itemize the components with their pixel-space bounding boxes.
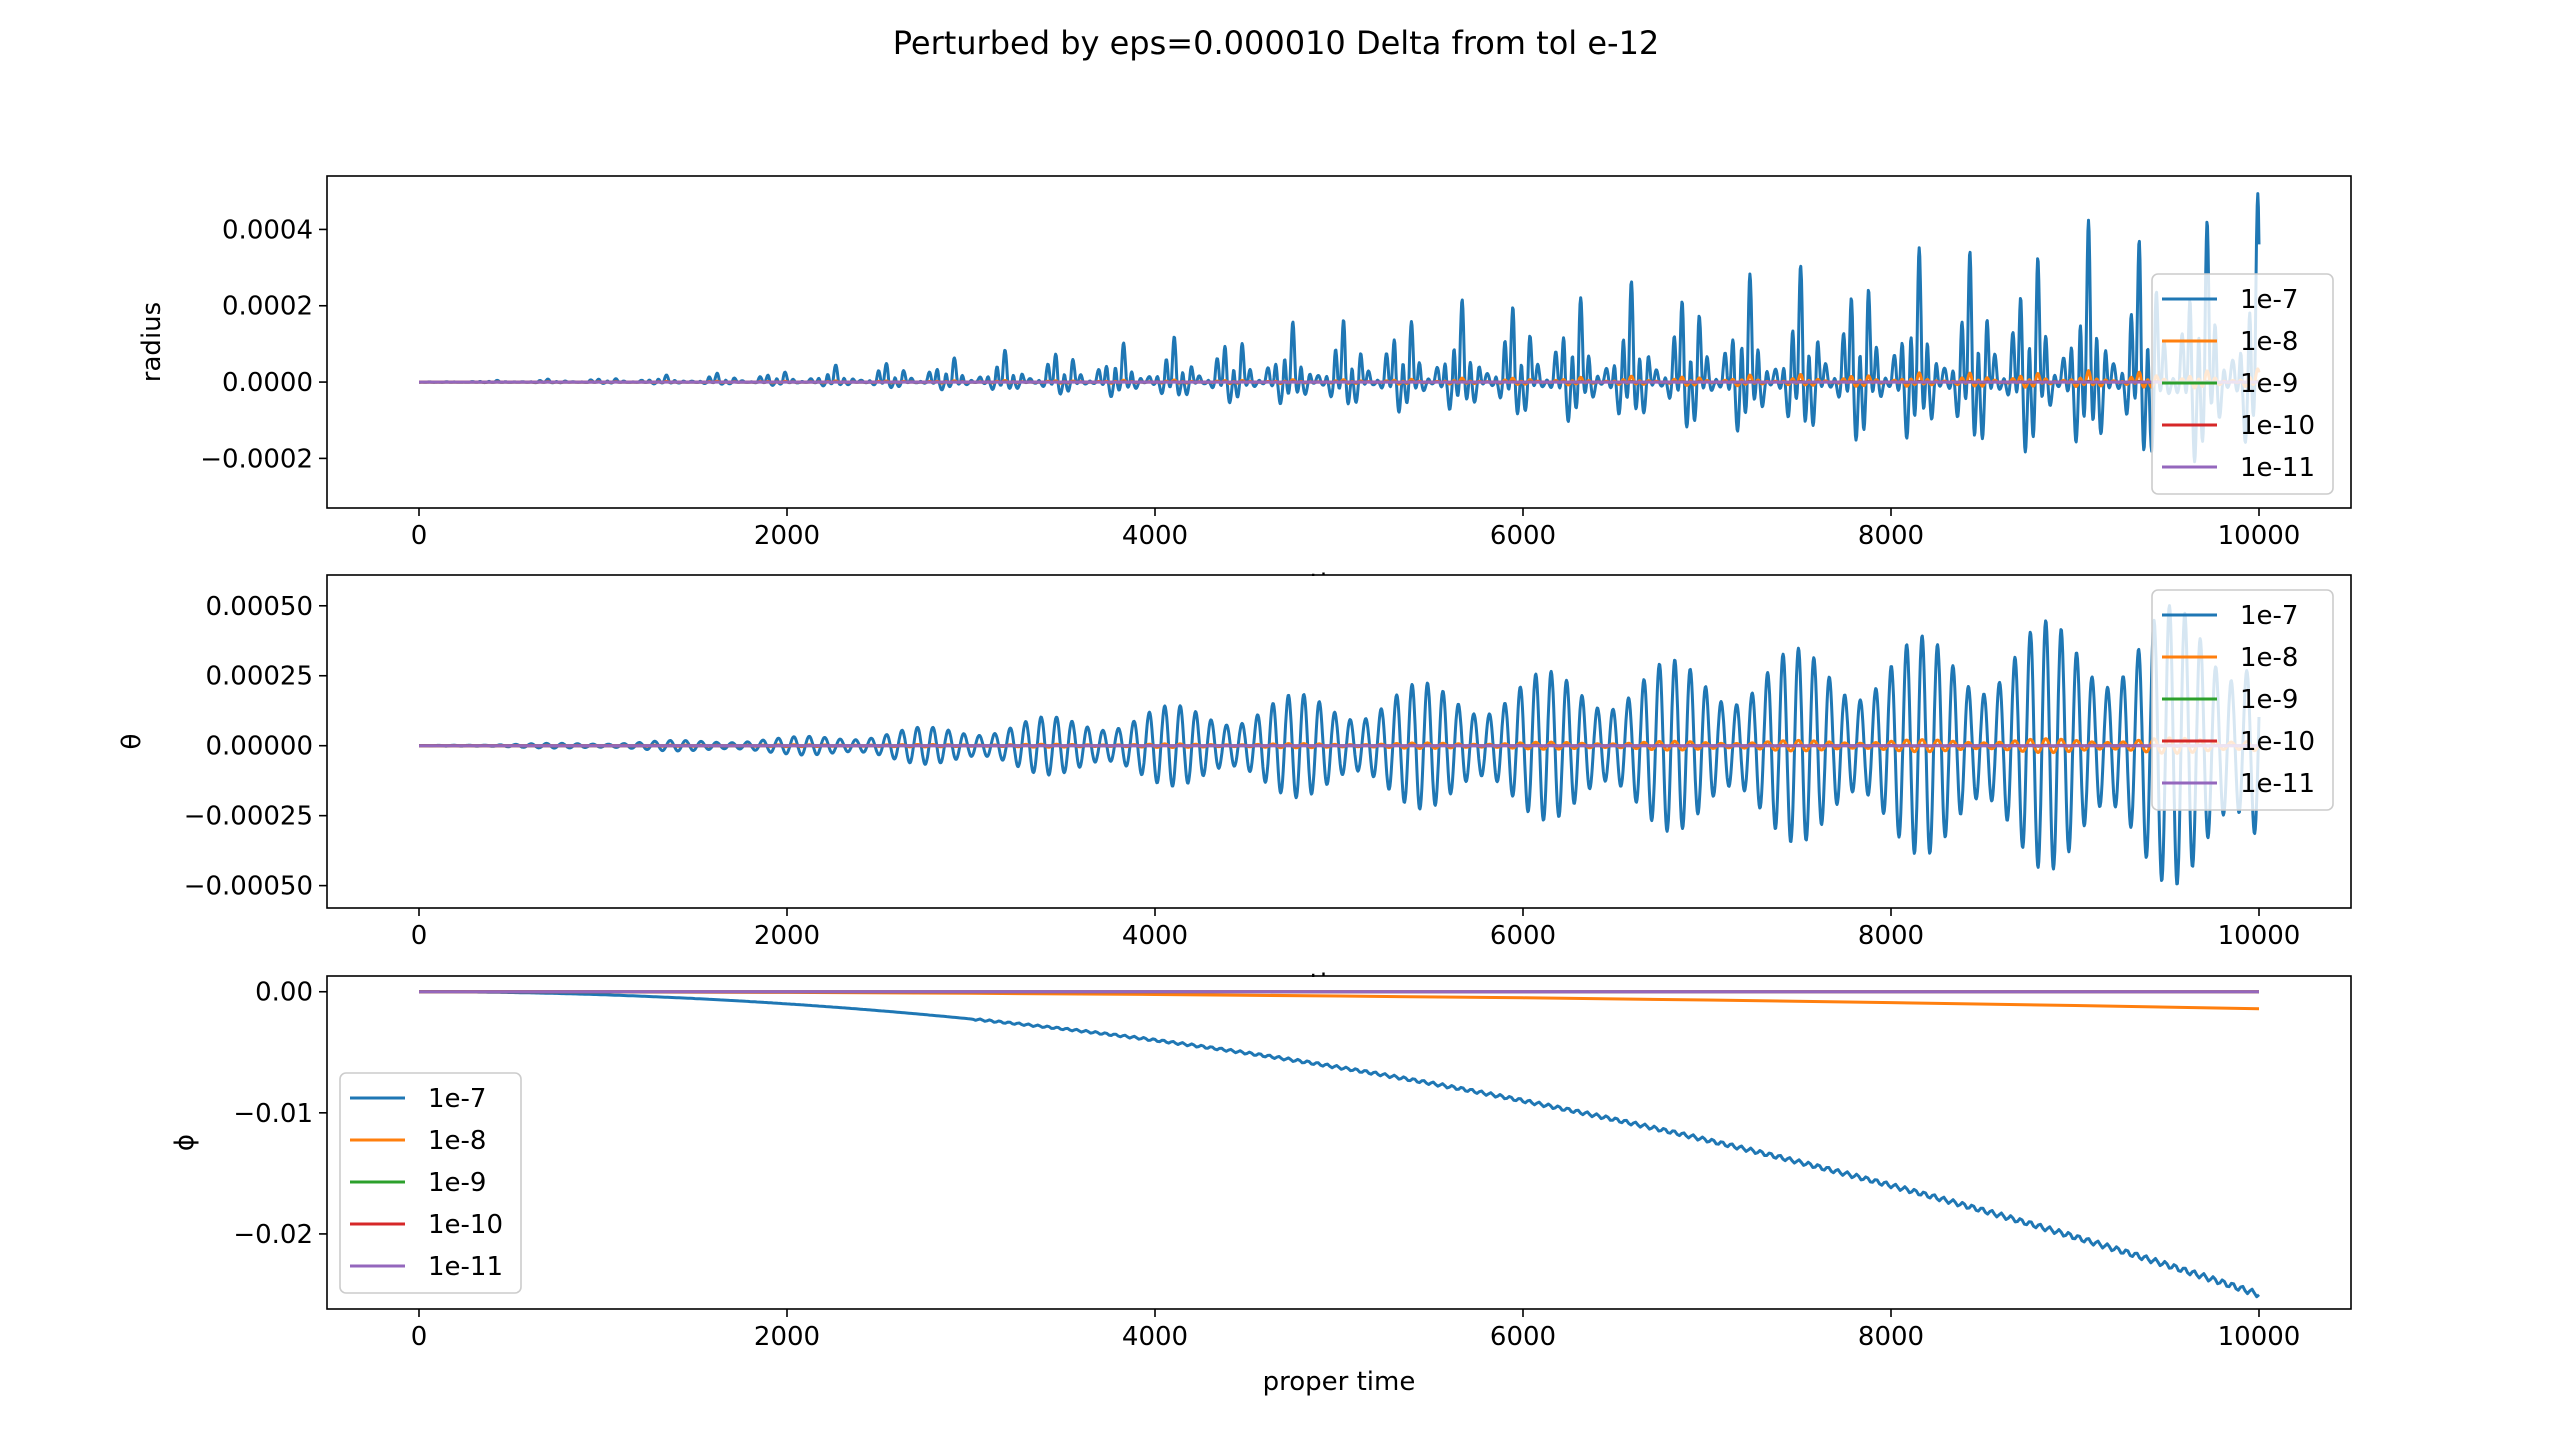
x-tick-label: 0 (411, 1322, 428, 1352)
legend-label: 1e-9 (428, 1168, 486, 1198)
x-tick-label: 2000 (754, 1322, 820, 1352)
x-tick-label: 0 (411, 921, 428, 951)
y-tick-label: 0.00000 (205, 732, 313, 762)
series-line-1e-7 (418, 192, 2261, 464)
x-tick-label: 6000 (1490, 1322, 1556, 1352)
legend-box (2151, 273, 2334, 495)
subplot-2: 0 2000 4000 6000 8000 10000 0.00050 0.00025 0.00… (117, 574, 2352, 1017)
x-tick-label: 10000 (2218, 921, 2301, 951)
series-line-1e-7 (418, 604, 2261, 886)
y-tick-label: 0.00025 (205, 662, 313, 692)
x-tick-label: 10000 (2218, 1322, 2301, 1352)
x-tick-label: 8000 (1858, 521, 1924, 551)
subplots: 0 2000 4000 6000 8000 100000.00040.00020.0000… (117, 175, 2352, 1397)
x-tick-label: 6000 (1490, 521, 1556, 551)
legend-label: 1e-10 (428, 1210, 503, 1240)
legend-label: 1e-11 (428, 1252, 503, 1282)
legend-label: 1e-11 (2240, 769, 2315, 799)
y-axis-label: ϕ (170, 1134, 200, 1151)
legend: 1e-7 1e-8 1e-9 1e-10 1e-11 (2151, 589, 2334, 811)
y-axis-label: θ (117, 734, 147, 750)
legend-label: 1e-8 (2240, 643, 2298, 673)
legend-label: 1e-9 (2240, 369, 2298, 399)
legend-label: 1e-10 (2240, 727, 2315, 757)
y-tick-label: −0.01 (233, 1099, 313, 1129)
legend-box (2151, 589, 2334, 811)
x-tick-label: 2000 (754, 521, 820, 551)
subplot-3: 0 2000 4000 6000 8000 10000 0.00 −0.01 −0.02 prop… (170, 975, 2352, 1397)
legend-label: 1e-8 (2240, 327, 2298, 357)
legend: 1e-7 1e-8 1e-9 1e-10 1e-11 (339, 1072, 522, 1294)
x-axis-label: proper time (1263, 1367, 1416, 1397)
x-tick-label: 4000 (1122, 521, 1188, 551)
series-lines (418, 192, 2261, 464)
axes-frame (326, 175, 2352, 509)
series-lines (418, 990, 2260, 1299)
legend-label: 1e-8 (428, 1126, 486, 1156)
x-tick-label: 2000 (754, 921, 820, 951)
x-tick-label: 10000 (2218, 521, 2301, 551)
x-tick-label: 0 (411, 521, 428, 551)
x-tick-label: 8000 (1858, 921, 1924, 951)
legend: 1e-7 1e-8 1e-9 1e-10 1e-11 (2151, 273, 2334, 495)
y-tick-label: −0.0002 (200, 444, 313, 474)
x-tick-label: 4000 (1122, 1322, 1188, 1352)
axes-frame (326, 975, 2352, 1310)
series-lines (418, 604, 2261, 886)
y-tick-label: 0.0002 (222, 292, 313, 322)
y-tick-label: 0.00 (255, 978, 313, 1008)
y-tick-label: −0.02 (233, 1220, 313, 1250)
y-tick-label: 0.00050 (205, 592, 313, 622)
legend-label: 1e-11 (2240, 453, 2315, 483)
legend-label: 1e-7 (2240, 285, 2298, 315)
x-tick-label: 6000 (1490, 921, 1556, 951)
y-tick-label: −0.00025 (184, 802, 313, 832)
x-tick-label: 8000 (1858, 1322, 1924, 1352)
legend-label: 1e-7 (428, 1084, 486, 1114)
legend-box (339, 1072, 522, 1294)
subplot-1: 0 2000 4000 6000 8000 10000 0.0004 0.0002 0.0000… (137, 175, 2352, 616)
y-axis-label: radius (137, 302, 167, 382)
legend-label: 1e-9 (2240, 685, 2298, 715)
y-tick-label: 0.0004 (222, 215, 313, 245)
figure-title: Perturbed by eps=0.000010 Delta from tol… (893, 24, 1660, 62)
x-tick-label: 4000 (1122, 921, 1188, 951)
series-line-1e-7 (419, 990, 2260, 1299)
legend-label: 1e-10 (2240, 411, 2315, 441)
y-tick-label: 0.0000 (222, 368, 313, 398)
legend-label: 1e-7 (2240, 601, 2298, 631)
axes-frame (326, 574, 2352, 909)
y-tick-label: −0.00050 (184, 872, 313, 902)
